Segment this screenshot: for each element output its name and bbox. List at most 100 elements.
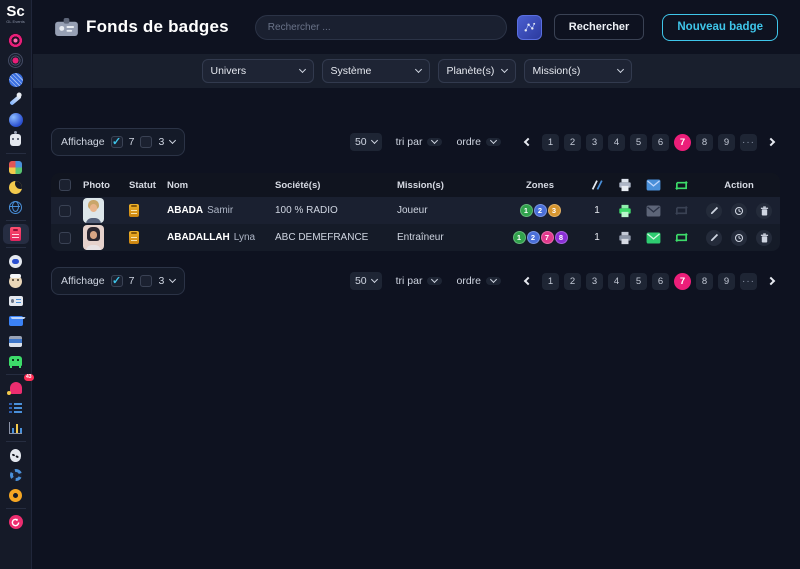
page-ellipsis[interactable]: ···: [740, 272, 757, 290]
sidebar-item-alien[interactable]: [3, 445, 29, 465]
page-button-active[interactable]: 7: [674, 272, 691, 290]
delete-button[interactable]: [756, 229, 772, 246]
sidebar-item-target[interactable]: [3, 30, 29, 50]
constellation-button[interactable]: [516, 14, 542, 40]
select-all-checkbox[interactable]: [59, 179, 71, 191]
order-label: ordre: [456, 275, 481, 287]
sidebar-item-printer[interactable]: [3, 331, 29, 351]
row-checkbox[interactable]: [59, 231, 71, 244]
printer-active-icon: [619, 204, 631, 217]
order-select[interactable]: ordre: [456, 275, 501, 287]
page-button[interactable]: 5: [630, 272, 647, 290]
order-select[interactable]: ordre: [456, 136, 501, 148]
row-first-name: Lyna: [233, 232, 256, 243]
page-button[interactable]: 4: [608, 272, 625, 290]
sync-status-cell[interactable]: [667, 231, 695, 244]
row-last-name: ABADA: [167, 205, 204, 216]
page-button[interactable]: 3: [586, 272, 603, 290]
sort-select[interactable]: tri par: [396, 275, 443, 287]
display-checkbox-3[interactable]: [140, 275, 153, 287]
page-button[interactable]: 6: [652, 133, 669, 151]
page-button[interactable]: 9: [718, 272, 735, 290]
sidebar-item-donut[interactable]: [3, 485, 29, 505]
helmet-icon: [9, 254, 22, 268]
sidebar-item-planet[interactable]: [3, 70, 29, 90]
new-badge-button[interactable]: Nouveau badge: [662, 13, 778, 41]
chevron-down-icon: [370, 275, 378, 284]
history-button[interactable]: [731, 202, 747, 219]
sidebar-item-apps[interactable]: [3, 157, 29, 177]
edit-button[interactable]: [706, 202, 722, 219]
search-button[interactable]: Rechercher: [553, 14, 645, 40]
zone-badge: 2: [533, 204, 547, 217]
page-button[interactable]: 1: [542, 272, 559, 290]
row-checkbox[interactable]: [59, 204, 71, 217]
printer-icon: [619, 178, 631, 192]
page-button[interactable]: 8: [696, 133, 713, 151]
search-input[interactable]: [254, 14, 507, 40]
filter-systeme-label: Système: [330, 65, 372, 77]
sidebar-item-invader[interactable]: [3, 351, 29, 371]
sidebar-item-logout[interactable]: [3, 512, 29, 532]
sidebar-item-mail[interactable]: [3, 311, 29, 331]
table-row[interactable]: ABADA Samir 100 % RADIO Joueur 1 2 3 1: [51, 197, 780, 224]
sidebar-item-orbits[interactable]: [3, 50, 29, 70]
page-button[interactable]: 4: [608, 133, 625, 151]
page-button[interactable]: 3: [586, 133, 603, 151]
sidebar-item-notifications[interactable]: 43: [3, 374, 34, 398]
filter-missions[interactable]: Mission(s): [523, 59, 632, 83]
sidebar-item-robot[interactable]: [3, 130, 29, 150]
filter-systeme[interactable]: Système: [321, 59, 430, 83]
sidebar-item-badges-active[interactable]: [2, 224, 29, 244]
page-button[interactable]: 1: [542, 133, 559, 151]
history-button[interactable]: [731, 229, 747, 246]
prev-page-button[interactable]: [519, 133, 537, 151]
print-status-cell[interactable]: [611, 204, 639, 218]
prev-page-button[interactable]: [519, 272, 537, 290]
page-size-select[interactable]: 50: [349, 133, 382, 151]
sidebar-item-helmet[interactable]: [3, 251, 29, 271]
sidebar-item-world[interactable]: [3, 197, 29, 217]
filter-planetes[interactable]: Planète(s): [437, 59, 516, 83]
pencil-icon: [710, 206, 718, 215]
next-page-button[interactable]: [762, 133, 780, 151]
avatar: [83, 225, 104, 250]
sidebar-item-moon[interactable]: [3, 177, 29, 197]
sort-select[interactable]: tri par: [396, 136, 443, 148]
page-button[interactable]: 5: [630, 133, 647, 151]
display-checkbox-7[interactable]: ✓: [110, 275, 123, 287]
sidebar-item-satellite[interactable]: [3, 90, 29, 110]
sidebar-item-settings[interactable]: [3, 465, 29, 485]
table-row[interactable]: ABADALLAH Lyna ABC DEMEFRANCE Entraîneur…: [51, 224, 780, 251]
target-icon: [8, 32, 23, 48]
next-page-button[interactable]: [762, 272, 780, 290]
page-button-active[interactable]: 7: [674, 133, 691, 151]
page-ellipsis[interactable]: ···: [740, 133, 757, 151]
orbit-rings-icon: [8, 52, 23, 68]
print-status-cell[interactable]: [611, 231, 639, 245]
display-selector[interactable]: Affichage ✓ 7 3: [51, 128, 186, 156]
mail-status-cell[interactable]: [639, 231, 667, 244]
page-button[interactable]: 2: [564, 272, 581, 290]
app-logo[interactable]: Sc GL Events: [6, 4, 25, 24]
edit-button[interactable]: [706, 229, 722, 246]
sidebar-item-idcard[interactable]: [3, 291, 29, 311]
grid-icon: [9, 160, 22, 174]
page-button[interactable]: 6: [652, 272, 669, 290]
delete-button[interactable]: [756, 202, 772, 219]
sidebar-item-sphere[interactable]: [3, 110, 29, 130]
sidebar-item-stats[interactable]: [3, 418, 29, 438]
display-checkbox-7[interactable]: ✓: [110, 136, 123, 148]
page-button[interactable]: 2: [564, 133, 581, 151]
filter-univers[interactable]: Univers: [201, 59, 314, 83]
display-checkbox-3[interactable]: [140, 136, 153, 148]
sync-status-cell[interactable]: [667, 204, 695, 217]
mail-status-cell[interactable]: [639, 204, 667, 217]
page-button[interactable]: 8: [696, 272, 713, 290]
chevron-down-icon: [370, 136, 378, 145]
sidebar-item-astronaut[interactable]: [3, 271, 29, 291]
sidebar-item-list[interactable]: [3, 398, 29, 418]
page-button[interactable]: 9: [718, 133, 735, 151]
page-size-select[interactable]: 50: [349, 272, 382, 290]
display-selector[interactable]: Affichage ✓ 7 3: [51, 267, 186, 295]
